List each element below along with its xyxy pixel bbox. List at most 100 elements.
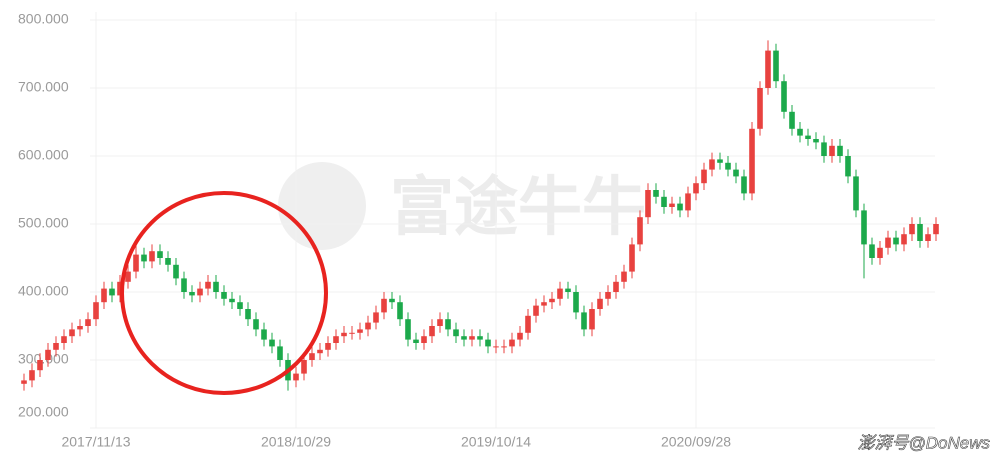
candle-body	[685, 193, 691, 211]
candle-body	[357, 329, 363, 333]
candle-body	[757, 88, 763, 129]
candle-body	[485, 339, 491, 347]
candle-body	[765, 50, 771, 88]
candle-body	[509, 339, 515, 347]
y-tick-label: 600.000	[18, 147, 69, 163]
candle-body	[597, 298, 603, 309]
candle-body	[517, 332, 523, 340]
candle-body	[45, 349, 51, 360]
candle-body	[437, 319, 443, 326]
candle-body	[653, 190, 659, 197]
candle-body	[781, 81, 787, 112]
candle-body	[125, 271, 131, 282]
highlight-circle	[120, 191, 328, 395]
candle-body	[605, 292, 611, 299]
candle-body	[61, 336, 67, 343]
candle-body	[365, 322, 371, 330]
candle-body	[157, 251, 163, 258]
candle-body	[93, 302, 99, 320]
candle-body	[581, 312, 587, 330]
candle-body	[693, 183, 699, 194]
candle-body	[821, 142, 827, 156]
candle-body	[421, 336, 427, 343]
candle-body	[261, 329, 267, 340]
y-tick-label: 400.000	[18, 283, 69, 299]
x-tick-label: 2017/11/13	[61, 434, 130, 450]
candle-body	[845, 156, 851, 177]
candle-body	[309, 353, 315, 360]
candle-body	[325, 343, 331, 350]
candle-body	[917, 224, 923, 241]
candle-body	[413, 339, 419, 343]
candle-body	[853, 176, 859, 211]
candle-body	[77, 326, 83, 330]
y-tick-label: 800.000	[18, 11, 69, 27]
candle-body	[533, 305, 539, 316]
candle-body	[805, 135, 811, 139]
candle-body	[189, 292, 195, 296]
candle-body	[197, 288, 203, 296]
candle-body	[829, 145, 835, 156]
candle-body	[141, 254, 147, 262]
candle-body	[525, 315, 531, 333]
candle-body	[213, 281, 219, 292]
candle-body	[237, 302, 243, 309]
candle-body	[205, 281, 211, 289]
watermark: 富途牛牛	[278, 162, 646, 250]
candle-body	[53, 343, 59, 350]
candle-body	[909, 224, 915, 235]
candle-body	[173, 264, 179, 279]
candle-body	[405, 319, 411, 340]
candle-body	[901, 234, 907, 245]
candle-body	[277, 346, 283, 360]
candle-body	[269, 339, 275, 347]
candle-body	[453, 329, 459, 337]
candle-body	[221, 292, 227, 299]
candle-body	[373, 312, 379, 323]
candle-body	[109, 288, 115, 296]
candle-body	[677, 203, 683, 211]
y-tick-label: 200.000	[18, 404, 69, 420]
candle-body	[341, 332, 347, 337]
candle-body	[701, 169, 707, 184]
candle-body	[301, 360, 307, 374]
candle-body	[789, 111, 795, 129]
candle-body	[861, 210, 867, 245]
candle-body	[389, 298, 395, 303]
candle-body	[165, 258, 171, 265]
candle-body	[565, 288, 571, 292]
candle-body	[381, 298, 387, 313]
y-tick-label: 500.000	[18, 215, 69, 231]
candle-body	[709, 159, 715, 170]
x-tick-label: 2020/09/28	[661, 434, 731, 450]
candle-body	[925, 234, 931, 241]
candle-body	[885, 237, 891, 248]
candle-body	[293, 373, 299, 381]
candle-body	[317, 349, 323, 354]
candle-body	[589, 309, 595, 330]
candle-body	[837, 145, 843, 156]
candle-body	[661, 196, 667, 207]
candle-body	[629, 244, 635, 272]
candle-body	[397, 302, 403, 320]
candle-body	[813, 139, 819, 143]
candle-body	[501, 346, 507, 348]
candle-body	[541, 302, 547, 306]
candle-body	[773, 50, 779, 82]
candle-body	[717, 159, 723, 163]
candle-body	[149, 251, 155, 262]
candle-body	[349, 332, 355, 334]
x-tick-label: 2019/10/14	[461, 434, 531, 450]
candle-body	[637, 217, 643, 245]
candle-body	[749, 128, 755, 194]
candle-body	[797, 128, 803, 136]
candle-body	[37, 360, 43, 371]
candle-body	[869, 244, 875, 258]
candle-body	[557, 288, 563, 299]
candle-body	[893, 237, 899, 245]
x-tick-label: 2018/10/29	[261, 434, 331, 450]
source-credit: 澎湃号@DoNews	[858, 433, 991, 452]
candle-body	[21, 380, 27, 384]
candle-body	[669, 203, 675, 207]
